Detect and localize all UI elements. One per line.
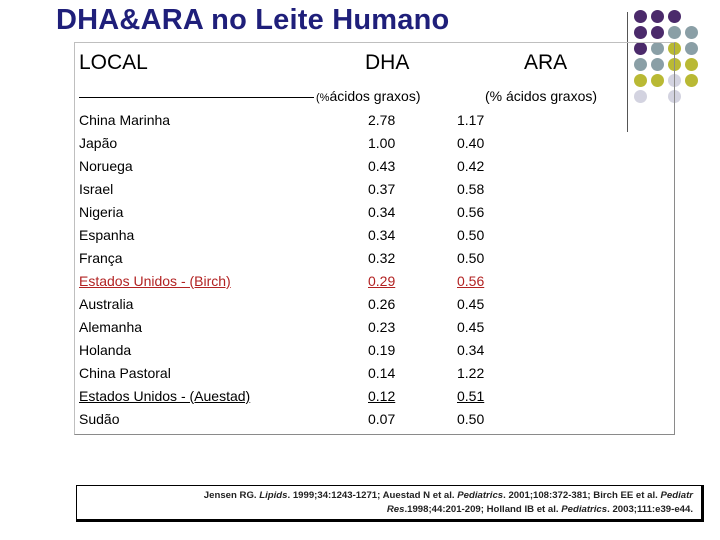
country-cell: Israel xyxy=(79,181,114,197)
ara-cell: 0.40 xyxy=(457,135,485,151)
ara-cell: 0.50 xyxy=(457,411,485,427)
reference-line-1: Jensen RG. Lipids. 1999;34:1243-1271; Au… xyxy=(87,489,693,503)
decor-dot xyxy=(668,10,681,23)
country-cell: Espanha xyxy=(79,227,135,243)
ara-cell: 0.45 xyxy=(457,296,485,312)
ara-cell: 0.51 xyxy=(457,388,485,404)
dha-cell: 0.34 xyxy=(368,204,396,220)
decor-dot xyxy=(651,74,664,87)
ara-cell: 0.45 xyxy=(457,319,485,335)
decor-dot xyxy=(651,10,664,23)
dha-cell: 0.37 xyxy=(368,181,396,197)
dha-cell: 0.29 xyxy=(368,273,396,289)
country-cell: Alemanha xyxy=(79,319,143,335)
dha-cell: 0.32 xyxy=(368,250,396,266)
ref-journal: Pediatrics xyxy=(561,504,608,515)
country-cell: China Pastoral xyxy=(79,365,171,381)
dha-cell: 0.19 xyxy=(368,342,396,358)
ara-cell: 0.34 xyxy=(457,342,485,358)
ref-text: . 1999;34:1243-1271; Auestad N et al. xyxy=(287,490,458,501)
ara-cell: 1.22 xyxy=(457,365,485,381)
table-row: Espanha 0.34 0.50 xyxy=(75,227,674,250)
ref-journal: Lipids xyxy=(259,490,288,501)
country-cell: França xyxy=(79,250,123,266)
header-ara-unit: (% ácidos graxos) xyxy=(485,88,598,104)
ref-text: . 2001;108:372-381; Birch EE et al. xyxy=(503,490,661,501)
reference-box: Jensen RG. Lipids. 1999;34:1243-1271; Au… xyxy=(76,485,704,522)
decor-dot xyxy=(634,74,647,87)
decor-dot xyxy=(685,26,698,39)
header-dha: DHA xyxy=(365,51,410,74)
country-cell: China Marinha xyxy=(79,112,171,128)
header-dha-unit-prefix: (% xyxy=(316,92,330,104)
country-cell: Noruega xyxy=(79,158,133,174)
country-cell: Nigeria xyxy=(79,204,124,220)
country-cell: Holanda xyxy=(79,342,132,358)
header-rule xyxy=(79,97,314,98)
table-row: França 0.32 0.50 xyxy=(75,250,674,273)
dha-cell: 0.43 xyxy=(368,158,396,174)
decor-dot xyxy=(651,58,664,71)
table-row: Noruega 0.43 0.42 xyxy=(75,158,674,181)
country-cell: Sudão xyxy=(79,411,120,427)
table-row: Holanda 0.19 0.34 xyxy=(75,342,674,365)
table-row: Nigeria 0.34 0.56 xyxy=(75,204,674,227)
decor-dot xyxy=(685,58,698,71)
table-row: Israel 0.37 0.58 xyxy=(75,181,674,204)
decor-dot xyxy=(634,58,647,71)
decor-dot xyxy=(685,42,698,55)
ref-journal: Res xyxy=(386,504,405,515)
dha-cell: 0.23 xyxy=(368,319,396,335)
dha-cell: 0.14 xyxy=(368,365,396,381)
decor-dot xyxy=(634,42,647,55)
dha-cell: 0.12 xyxy=(368,388,396,404)
ara-cell: 0.56 xyxy=(457,273,485,289)
decor-dot xyxy=(668,26,681,39)
dha-cell: 0.34 xyxy=(368,227,396,243)
header-dha-unit-rest: ácidos graxos) xyxy=(329,88,421,104)
ref-text: Jensen RG. xyxy=(203,490,260,501)
country-cell: Japão xyxy=(79,135,118,151)
decor-dot xyxy=(634,10,647,23)
decor-dot xyxy=(634,26,647,39)
ara-cell: 0.58 xyxy=(457,181,485,197)
reference-line-2: Res.1998;44:201-209; Holland IB et al. P… xyxy=(87,503,693,517)
ara-cell: 0.50 xyxy=(457,227,485,243)
ara-cell: 0.56 xyxy=(457,204,485,220)
table-row: Estados Unidos - (Auestad) 0.12 0.51 xyxy=(75,388,674,411)
data-table-panel: LOCAL DHA ARA (%ácidos graxos) (% ácidos… xyxy=(74,42,675,435)
country-cell: Australia xyxy=(79,296,134,312)
decor-dot xyxy=(651,26,664,39)
page-title: DHA&ARA no Leite Humano xyxy=(56,4,450,36)
ara-cell: 0.42 xyxy=(457,158,485,174)
header-ara: ARA xyxy=(524,51,568,74)
ref-text: . 2003;111:e39-e44. xyxy=(607,504,693,515)
ref-text: .1998;44:201-209; Holland IB et al. xyxy=(404,504,562,515)
table-row: Australia 0.26 0.45 xyxy=(75,296,674,319)
table-row: Estados Unidos - (Birch) 0.29 0.56 xyxy=(75,273,674,296)
table-row: Japão 1.00 0.40 xyxy=(75,135,674,158)
header-local: LOCAL xyxy=(79,51,148,74)
ara-cell: 0.50 xyxy=(457,250,485,266)
decor-divider xyxy=(627,12,628,132)
table-row: China Pastoral 0.14 1.22 xyxy=(75,365,674,388)
country-cell: Estados Unidos - (Birch) xyxy=(79,273,231,289)
dha-cell: 0.26 xyxy=(368,296,396,312)
table-row: Sudão 0.07 0.50 xyxy=(75,411,674,434)
ref-journal: Pediatrics xyxy=(457,490,504,501)
dha-cell: 2.78 xyxy=(368,112,396,128)
country-cell: Estados Unidos - (Auestad) xyxy=(79,388,251,404)
table-row: China Marinha 2.78 1.17 xyxy=(75,112,674,135)
dha-cell: 0.07 xyxy=(368,411,396,427)
header-dha-unit: (%ácidos graxos) xyxy=(316,88,421,104)
ara-cell: 1.17 xyxy=(457,112,485,128)
decor-dot xyxy=(685,74,698,87)
dha-cell: 1.00 xyxy=(368,135,396,151)
table-row: Alemanha 0.23 0.45 xyxy=(75,319,674,342)
decor-dot xyxy=(651,42,664,55)
decor-dot xyxy=(634,90,647,103)
ref-journal: Pediatr xyxy=(660,490,693,501)
